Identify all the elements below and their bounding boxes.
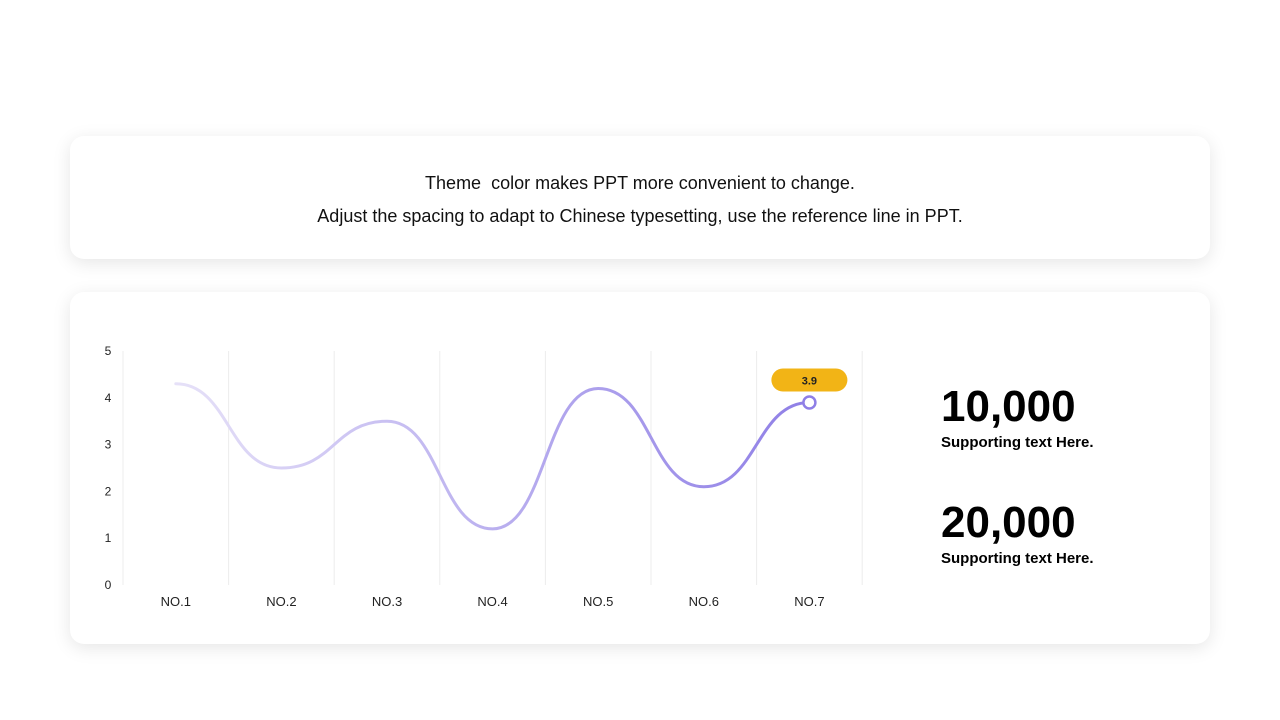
y-tick-label: 5 <box>105 344 112 358</box>
x-tick-label: NO.7 <box>794 594 824 609</box>
y-tick-label: 1 <box>105 531 112 545</box>
callout-badge <box>771 368 848 392</box>
stat-caption-2: Supporting text Here. <box>941 550 1094 567</box>
intro-line-2: Adjust the spacing to adapt to Chinese t… <box>317 206 963 226</box>
callout-label: 3.9 <box>802 375 817 387</box>
y-tick-label: 0 <box>105 578 112 592</box>
stat-caption-1: Supporting text Here. <box>941 434 1094 451</box>
x-tick-label: NO.6 <box>689 594 719 609</box>
y-tick-label: 2 <box>105 484 112 498</box>
intro-line-1: Theme color makes PPT more convenient to… <box>425 173 855 193</box>
y-tick-label: 3 <box>105 438 112 452</box>
intro-card: Theme color makes PPT more convenient to… <box>70 136 1210 259</box>
chart-card: 0 1 2 3 4 5 NO.1 NO.2 NO.3 NO.4 NO.5 NO.6 NO.7 3.9 10… <box>70 292 1210 644</box>
x-tick-label: NO.2 <box>266 594 296 609</box>
x-tick-label: NO.3 <box>372 594 402 609</box>
x-tick-label: NO.5 <box>583 594 613 609</box>
stat-value-1: 10,000 <box>941 382 1076 431</box>
x-tick-label: NO.1 <box>161 594 191 609</box>
x-tick-label: NO.4 <box>477 594 507 609</box>
stat-value-2: 20,000 <box>941 498 1076 547</box>
line-chart: 0 1 2 3 4 5 NO.1 NO.2 NO.3 NO.4 NO.5 NO.6 NO.7 3.9 <box>105 344 863 609</box>
y-tick-label: 4 <box>105 391 112 405</box>
highlight-point <box>802 395 817 410</box>
series-line <box>174 382 811 531</box>
